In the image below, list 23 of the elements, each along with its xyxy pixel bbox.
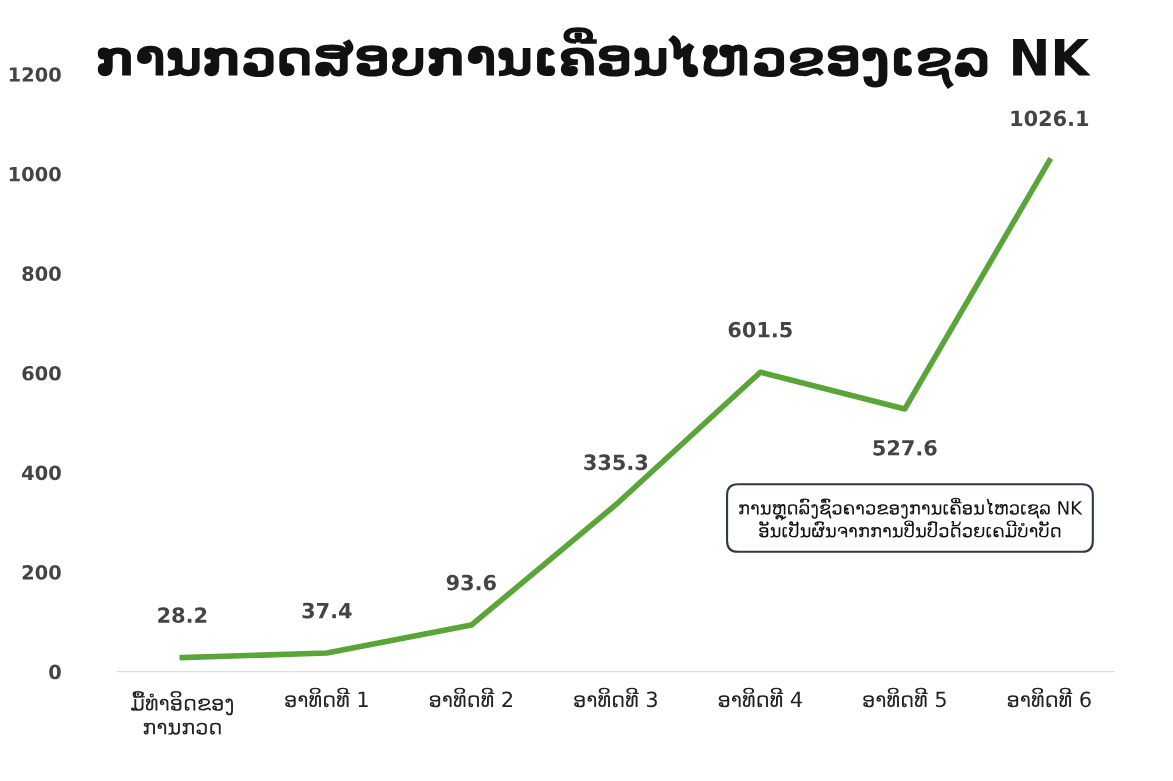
x-tick-label: ອາທິດທີ 1	[285, 687, 368, 708]
y-tick-label: 400	[22, 465, 61, 481]
data-label: 37.4	[302, 602, 352, 619]
chart-title: ການກວດສອບການເຄື່ອນໄຫວຂອງເຊລ NK	[97, 27, 1091, 89]
x-tick-label: ມື້ທຳອິດຂອງ ການກວດ	[130, 691, 233, 735]
data-label: 93.6	[446, 574, 496, 591]
x-tick-label: ອາທິດທີ 2	[429, 687, 513, 708]
y-tick-label: 800	[22, 266, 61, 282]
data-label: 527.6	[873, 439, 937, 456]
y-tick-label: 0	[49, 664, 61, 680]
x-tick-label: ອາທິດທີ 4	[718, 687, 802, 708]
data-label: 28.2	[158, 607, 207, 624]
x-tick-label: ອາທິດທີ 3	[574, 687, 657, 708]
y-tick-label: 1000	[9, 166, 61, 182]
data-label: 601.5	[728, 321, 792, 338]
y-tick-label: 600	[22, 365, 61, 381]
x-tick-label: ອາທິດທີ 6	[1007, 687, 1091, 708]
y-tick-label: 1200	[9, 67, 61, 82]
x-tick-label: ອາທິດທີ 5	[863, 687, 946, 708]
data-label: 1026.1	[1011, 110, 1089, 127]
y-tick-label: 200	[22, 565, 61, 580]
annotation: ການຫຼຸດລົງຊົ່ວຄາວຂອງການເຄື່ອນໄຫວເຊລ NK ອັນເປັນຜົນຈາກການປິ່ນປົວດ້ວຍເຄມີບຳບັດ	[739, 497, 1083, 538]
data-label: 335.3	[584, 454, 648, 471]
